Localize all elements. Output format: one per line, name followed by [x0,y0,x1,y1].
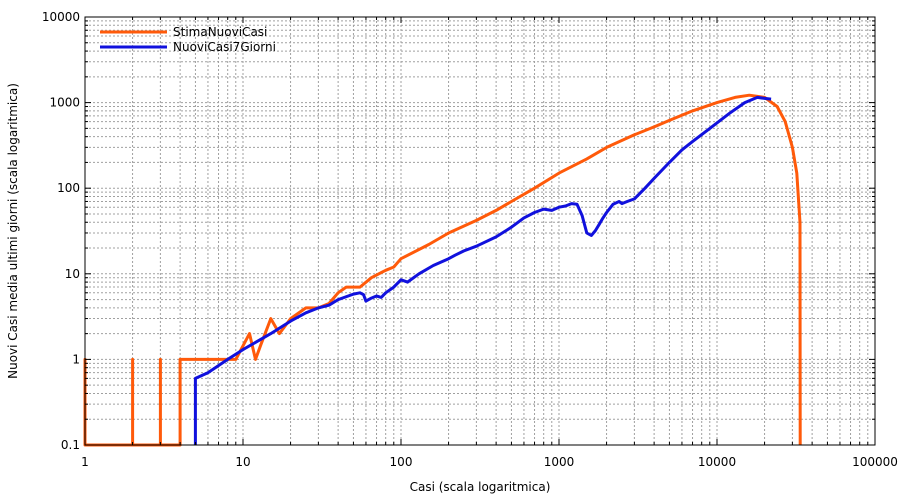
x-tick-label: 1000 [544,455,575,469]
y-tick-label: 1000 [49,96,80,110]
legend: StimaNuoviCasi NuoviCasi7Giorni [100,25,276,54]
x-tick-label: 10000 [698,455,736,469]
x-tick-label: 100000 [852,455,898,469]
x-tick-label: 10 [235,455,250,469]
legend-label-nuovicasi7giorni: NuoviCasi7Giorni [173,40,276,54]
y-tick-label: 10000 [42,10,80,24]
x-axis-title: Casi (scala logaritmica) [410,480,551,494]
y-tick-label: 10 [65,267,80,281]
x-tick-label: 1 [81,455,89,469]
y-tick-label: 1 [72,352,80,366]
series-line-nuovicasi7giorni [193,95,772,445]
y-tick-label: 0.1 [61,438,80,452]
legend-label-stimanuovicasi: StimaNuoviCasi [173,25,267,39]
y-tick-label: 100 [57,181,80,195]
y-axis-title: Nuovi Casi media ultimi giorni (scala lo… [6,83,20,379]
grid [85,17,875,445]
plot-frame [84,16,876,446]
x-tick-label: 100 [390,455,413,469]
